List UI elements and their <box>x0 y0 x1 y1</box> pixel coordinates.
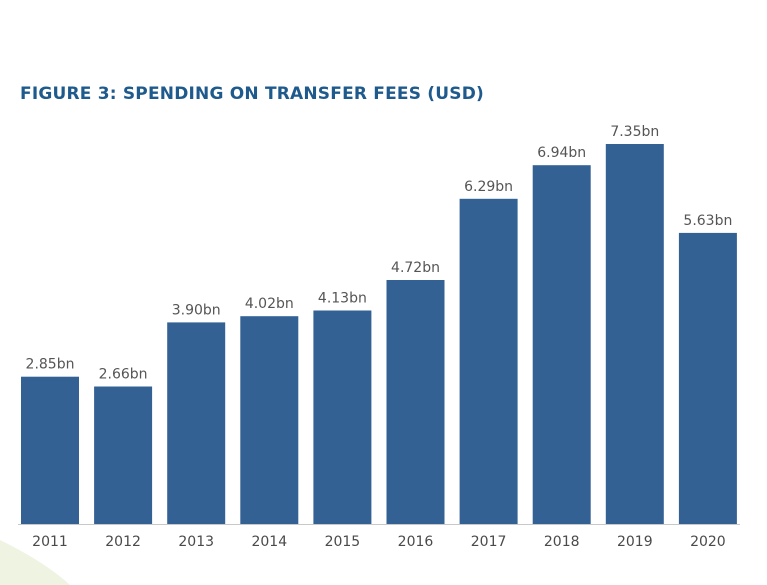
tick-labels-group: 2011 2012 2013 2014 2015 2016 2017 2018 2019 2020 <box>32 534 726 550</box>
bars-group <box>21 144 737 525</box>
x-tick-label-2017: 2017 <box>471 534 507 550</box>
bar-value-label-2019: 7.35bn <box>610 124 659 140</box>
bar-2011 <box>21 376 79 524</box>
bar-value-label-2013: 3.90bn <box>172 302 221 318</box>
x-tick-label-2018: 2018 <box>544 534 580 550</box>
bar-value-label-2011: 2.85bn <box>26 357 75 373</box>
bar-value-label-2012: 2.66bn <box>99 367 148 383</box>
x-tick-label-2014: 2014 <box>251 534 287 550</box>
bar-2020 <box>678 232 737 524</box>
bar-2015 <box>313 310 372 524</box>
corner-decoration <box>0 540 70 585</box>
bar-value-label-2015: 4.13bn <box>318 291 367 307</box>
bar-2012 <box>94 386 153 524</box>
x-tick-label-2015: 2015 <box>325 534 361 550</box>
bar-value-label-2020: 5.63bn <box>683 213 732 229</box>
x-tick-label-2011: 2011 <box>32 534 68 550</box>
chart-title: FIGURE 3: SPENDING ON TRANSFER FEES (USD… <box>20 84 484 104</box>
x-tick-label-2016: 2016 <box>398 534 434 550</box>
bar-2014 <box>240 316 299 524</box>
bar-value-label-2014: 4.02bn <box>245 296 294 312</box>
bar-2016 <box>386 280 445 524</box>
x-tick-label-2012: 2012 <box>105 534 141 550</box>
bar-value-label-2016: 4.72bn <box>391 260 440 276</box>
x-tick-label-2013: 2013 <box>178 534 214 550</box>
bar-value-label-2017: 6.29bn <box>464 179 513 195</box>
bar-labels-group: 2.85bn 2.66bn 3.90bn 4.02bn 4.13bn 4.72bn 6.29… <box>26 124 733 383</box>
bar-2018 <box>532 165 591 524</box>
bar-value-label-2018: 6.94bn <box>537 145 586 161</box>
x-tick-label-2020: 2020 <box>690 534 726 550</box>
bar-2019 <box>605 144 664 524</box>
bar-2017 <box>459 198 518 525</box>
bar-2013 <box>167 322 226 524</box>
x-tick-label-2019: 2019 <box>617 534 653 550</box>
